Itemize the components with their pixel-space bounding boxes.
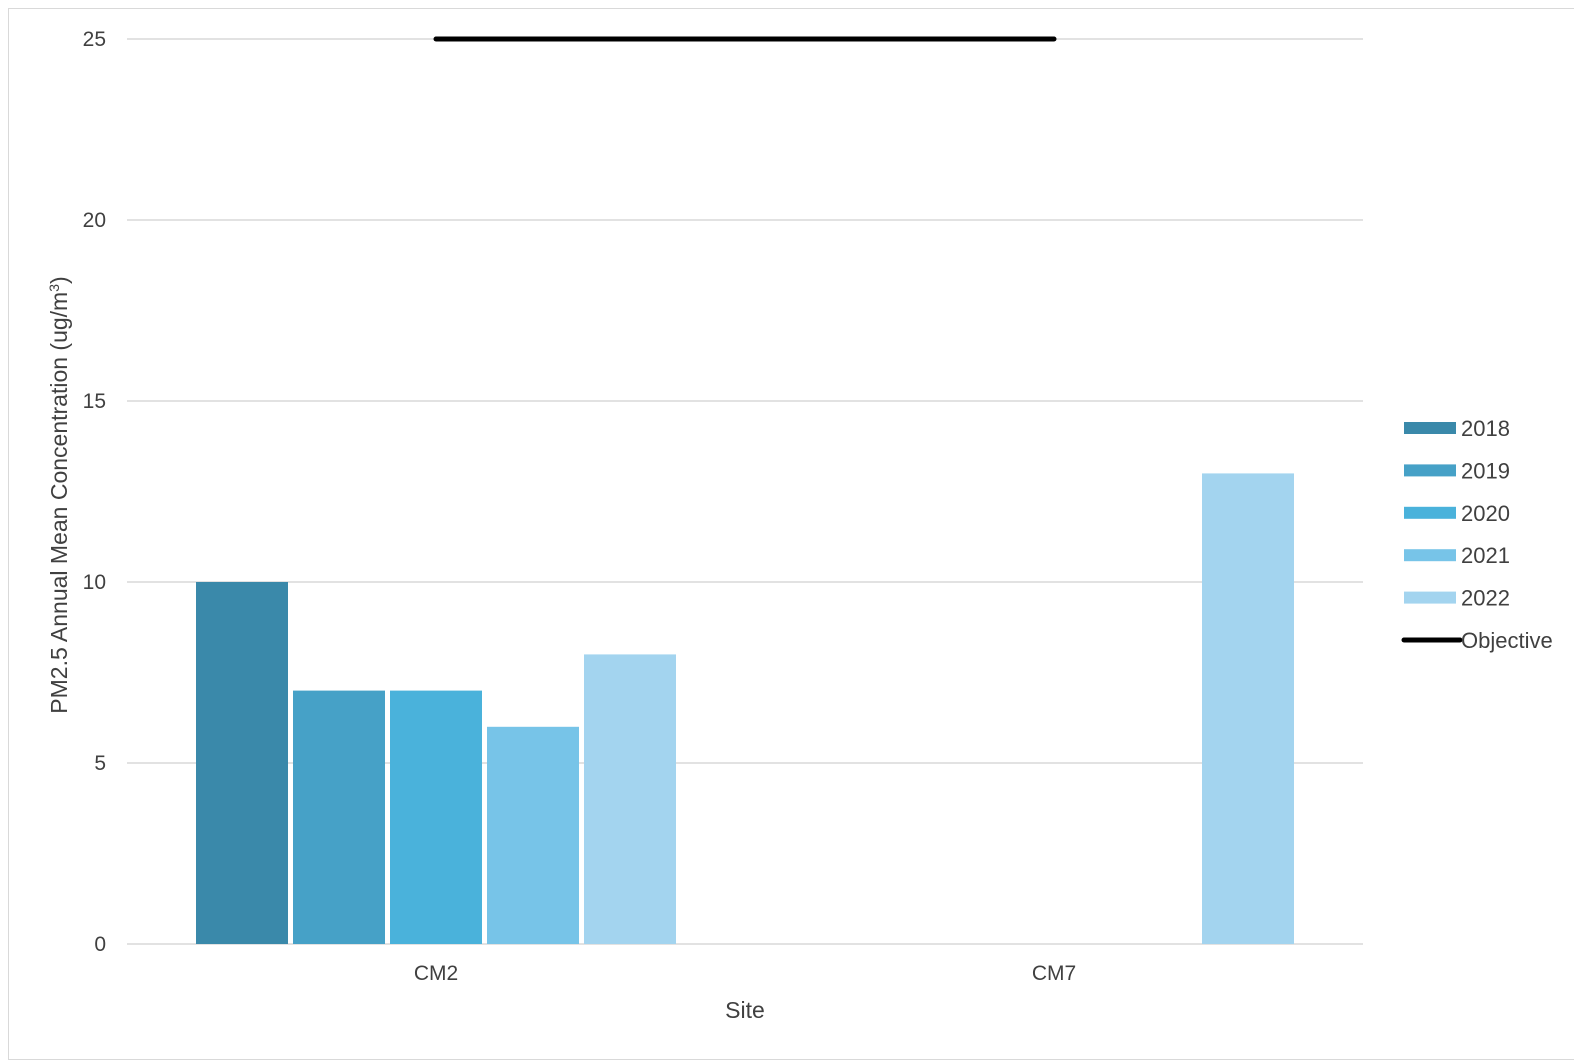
x-tick-label: CM7: [1032, 962, 1076, 985]
legend-label-objective: Objective: [1461, 628, 1553, 653]
y-tick-label: 15: [83, 390, 106, 413]
y-tick-label: 5: [94, 752, 106, 775]
bar-cm2-2021: [487, 726, 579, 944]
legend-swatch-2022: [1404, 591, 1456, 604]
bar-cm2-2022: [584, 654, 676, 944]
y-axis-title-close: ): [46, 276, 72, 284]
legend-label-2018: 2018: [1461, 416, 1510, 441]
legend-swatch-2021: [1404, 549, 1456, 562]
bar-cm7-2022: [1202, 473, 1294, 944]
legend-label-2022: 2022: [1461, 586, 1510, 611]
y-axis-title: PM2.5 Annual Mean Concentration (ug/m3): [46, 276, 72, 713]
legend-label-2021: 2021: [1461, 543, 1510, 568]
y-tick-labels: 0 5 10 15 20 25: [83, 28, 106, 956]
y-tick-label: 20: [83, 209, 106, 232]
bar-cm2-2020: [390, 690, 482, 944]
legend-label-2020: 2020: [1461, 501, 1510, 526]
y-tick-label: 10: [83, 571, 106, 594]
legend-swatch-2019: [1404, 464, 1456, 477]
legend-swatch-2018: [1404, 422, 1456, 434]
x-axis-title: Site: [725, 997, 765, 1023]
x-tick-label: CM2: [414, 962, 458, 985]
y-axis-title-superscript: 3: [46, 284, 62, 292]
bar-cm2-2019: [293, 690, 385, 944]
legend-label-2019: 2019: [1461, 458, 1510, 483]
bar-cm2-2018: [196, 582, 288, 944]
y-tick-label: 0: [94, 933, 106, 956]
bars: [196, 473, 1294, 944]
y-tick-label: 25: [83, 28, 106, 51]
y-axis-title-main: PM2.5 Annual Mean Concentration (ug/m: [46, 292, 72, 714]
legend: 2018 2019 2020 2021 2022 Objective: [1401, 416, 1553, 653]
x-tick-labels: CM2 CM7: [414, 962, 1076, 985]
legend-swatch-2020: [1404, 506, 1456, 519]
